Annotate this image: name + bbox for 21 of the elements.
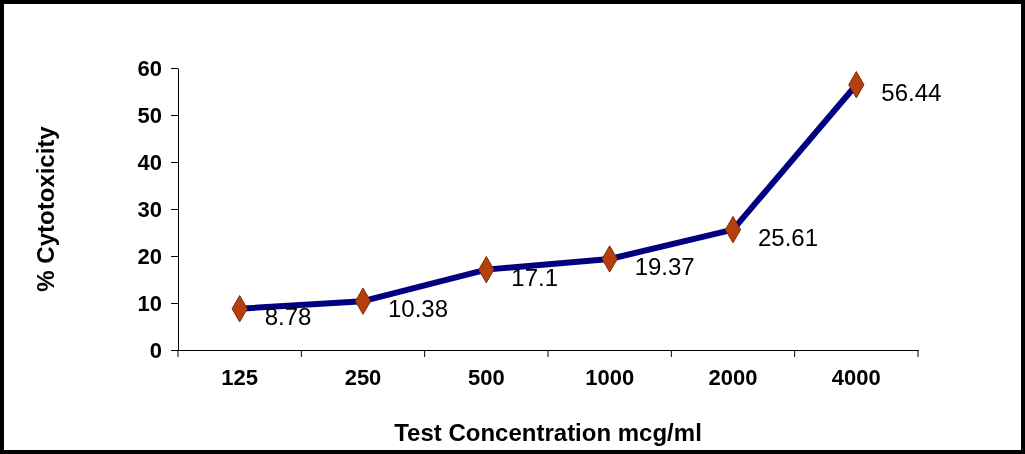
data-label: 17.1 — [511, 263, 559, 291]
y-tick-label: 0 — [149, 337, 162, 363]
x-tick-label: 500 — [467, 365, 505, 390]
x-tick-label: 4000 — [831, 365, 881, 390]
data-label: 25.61 — [758, 223, 819, 251]
x-axis-title: Test Concentration mcg/ml — [394, 419, 702, 446]
x-tick-label: 125 — [221, 365, 259, 390]
data-label: 8.78 — [264, 302, 312, 330]
data-label: 56.44 — [881, 78, 942, 106]
data-label: 10.38 — [388, 295, 449, 323]
x-tick-label: 1000 — [585, 365, 635, 390]
y-tick-label: 60 — [137, 55, 162, 81]
y-tick-label: 10 — [137, 290, 162, 316]
y-axis-title: % Cytotoxicity — [32, 125, 59, 292]
y-tick-label: 20 — [137, 243, 162, 269]
y-tick-label: 40 — [137, 149, 162, 175]
data-label: 19.37 — [634, 252, 695, 280]
y-tick-label: 30 — [137, 196, 162, 222]
x-tick-label: 250 — [344, 365, 382, 390]
x-tick-label: 2000 — [708, 365, 758, 390]
y-tick-label: 50 — [137, 102, 162, 128]
